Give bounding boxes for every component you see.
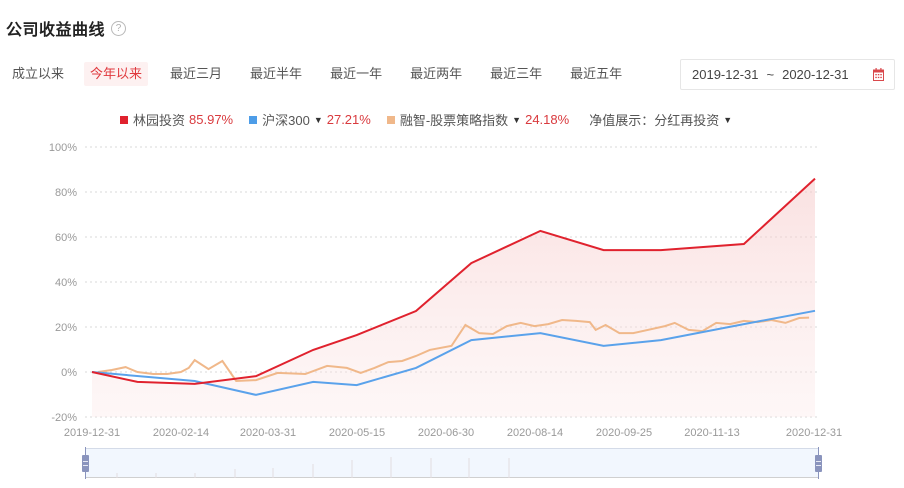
svg-text:80%: 80% (55, 187, 77, 199)
legend-value: 27.21% (326, 112, 371, 127)
tab-2-years[interactable]: 最近两年 (410, 66, 463, 81)
legend-item-linyuan[interactable]: 林园投资 85.97% (120, 110, 233, 129)
svg-text:-20%: -20% (51, 412, 77, 424)
linyuan-line (91, 177, 816, 385)
legend-swatch (386, 115, 395, 124)
date-range-picker[interactable]: 2019-12-31 ~ 2020-12-31 (680, 59, 895, 90)
svg-text:2020-09-25: 2020-09-25 (596, 427, 652, 439)
svg-text:2020-08-14: 2020-08-14 (507, 427, 563, 439)
strategy-index-line (97, 316, 810, 383)
svg-text:0%: 0% (61, 367, 77, 379)
legend-item-strategy-index[interactable]: 融智-股票策略指数 ▼ 24.18% (386, 110, 570, 129)
chart-legend: 林园投资 85.97% 沪深300 ▼ 27.21% 融智-股票策略指数 ▼ 2… (0, 110, 904, 129)
line-chart: 100% 80% 60% 40% 20% 0% -20% 2019-12-31 … (49, 142, 842, 439)
tab-3-years[interactable]: 最近三年 (490, 66, 543, 81)
svg-text:40%: 40% (55, 277, 77, 289)
tab-6-months[interactable]: 最近半年 (250, 66, 303, 81)
svg-text:2020-05-15: 2020-05-15 (329, 427, 385, 439)
svg-text:100%: 100% (49, 142, 77, 154)
question-circle-icon[interactable]: ? (111, 20, 127, 36)
svg-text:60%: 60% (55, 232, 77, 244)
zoom-preview-ticks (116, 457, 510, 478)
data-zoom-slider[interactable] (85, 448, 819, 478)
svg-text:2020-11-13: 2020-11-13 (684, 427, 739, 439)
x-axis-labels: 2019-12-31 2020-02-14 2020-03-31 2020-05… (64, 427, 842, 439)
legend-value: 24.18% (525, 112, 570, 127)
nav-display-value[interactable]: 分红再投资 (654, 113, 720, 128)
end-date[interactable]: 2020-12-31 (782, 67, 849, 82)
svg-text:2020-03-31: 2020-03-31 (240, 427, 296, 439)
legend-swatch (120, 115, 128, 124)
calendar-icon[interactable] (873, 68, 884, 81)
tab-3-months[interactable]: 最近三月 (170, 66, 223, 81)
y-axis-labels: 100% 80% 60% 40% 20% 0% -20% (49, 142, 77, 424)
legend-item-hs300[interactable]: 沪深300 ▼ 27.21% (249, 110, 371, 129)
linyuan-area (92, 178, 815, 417)
caret-down-icon[interactable]: ▼ (512, 114, 522, 125)
zoom-handle-right[interactable] (815, 455, 822, 472)
nav-display-select[interactable]: 净值展示： 分红再投资 ▼ (589, 110, 732, 129)
svg-text:2020-02-14: 2020-02-14 (153, 427, 209, 439)
tab-ytd[interactable]: 今年以来 (84, 62, 149, 86)
legend-value: 85.97% (189, 112, 234, 127)
legend-swatch (249, 115, 258, 124)
range-tabs: 成立以来 今年以来 最近三月 最近半年 最近一年 最近两年 最近三年 最近五年 (0, 62, 644, 86)
chart-header: 公司收益曲线 ? (6, 16, 127, 40)
caret-down-icon[interactable]: ▼ (313, 114, 323, 125)
caret-down-icon[interactable]: ▼ (723, 114, 733, 125)
date-separator: ~ (766, 67, 775, 82)
legend-label: 融智-股票策略指数 (399, 113, 509, 128)
legend-label: 林园投资 (133, 113, 186, 128)
page-title: 公司收益曲线 (6, 22, 106, 39)
svg-text:2020-12-31: 2020-12-31 (786, 427, 842, 439)
svg-text:2019-12-31: 2019-12-31 (64, 427, 120, 439)
nav-display-label: 净值展示： (589, 113, 655, 128)
legend-label: 沪深300 (262, 113, 310, 128)
svg-text:20%: 20% (55, 322, 77, 334)
start-date[interactable]: 2019-12-31 (692, 67, 759, 82)
zoom-handle-left[interactable] (82, 455, 89, 472)
tab-5-years[interactable]: 最近五年 (570, 66, 623, 81)
tab-1-year[interactable]: 最近一年 (330, 66, 383, 81)
tab-since-inception[interactable]: 成立以来 (12, 66, 65, 81)
svg-text:2020-06-30: 2020-06-30 (418, 427, 474, 439)
hs300-line (91, 309, 816, 396)
